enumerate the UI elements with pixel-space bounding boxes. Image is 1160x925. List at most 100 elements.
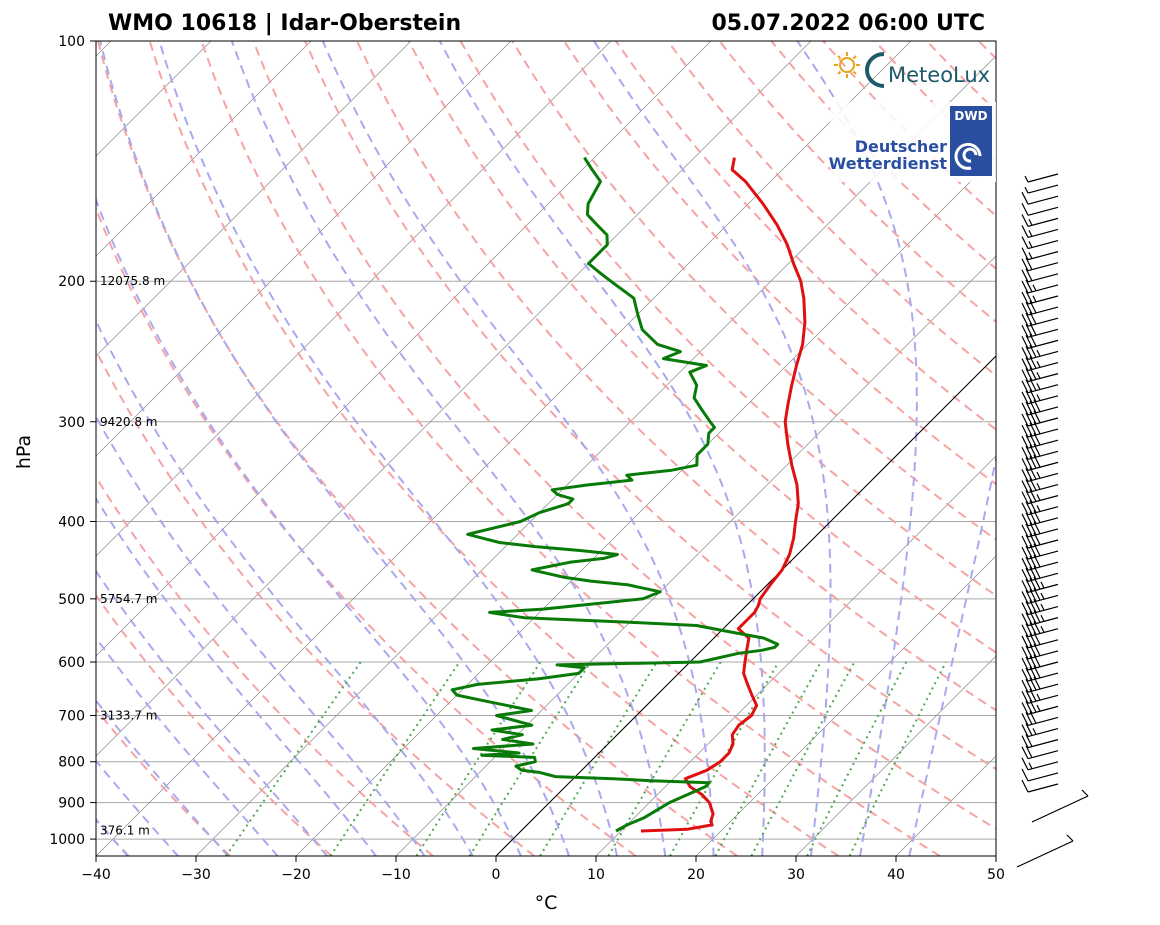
moist-adiabat-line: [796, 41, 918, 856]
x-tick-label: 0: [492, 867, 501, 883]
moist-adiabat-line: [96, 197, 523, 856]
wind-barb: [1021, 443, 1059, 460]
x-axis-label: °C: [535, 892, 558, 914]
chart-title-time: 05.07.2022 06:00 UTC: [711, 11, 985, 36]
wind-barb: [1021, 688, 1059, 704]
y-tick-label: 600: [58, 655, 85, 671]
wind-barb: [1021, 225, 1059, 239]
plot-frame: [95, 40, 997, 857]
wind-barb: [1021, 454, 1059, 471]
temperature-profile: [640, 157, 807, 833]
meteolux-wordmark: MeteoLux: [888, 63, 990, 87]
wind-barb: [1021, 236, 1059, 250]
wind-barb: [1021, 478, 1059, 494]
wind-barb: [1021, 521, 1059, 538]
isotherm-line: [395, 255, 996, 856]
height-label: 12075.8 m: [100, 274, 165, 288]
wind-barb: [1024, 173, 1059, 183]
mixing-ratio-line: [539, 661, 658, 856]
y-tick-label: 1000: [49, 832, 85, 848]
wind-barb: [1021, 367, 1059, 383]
wind-barb: [1021, 598, 1059, 616]
wind-barb: [1021, 734, 1059, 749]
wind-barb: [1021, 268, 1059, 283]
wind-barb: [1021, 500, 1059, 516]
isotherm-line: [695, 555, 996, 856]
wind-barb: [1021, 543, 1059, 560]
wind-barb: [1021, 356, 1059, 372]
isotherm-line: [96, 41, 612, 557]
y-tick-label: 300: [58, 415, 85, 431]
x-axis: −40 −30 −20 −10 0 10 20 30 40 50: [81, 856, 1005, 883]
moist-adiabats: [96, 41, 996, 856]
moist-adiabat-line: [96, 759, 180, 856]
mixing-ratio-line: [607, 661, 722, 856]
y-tick-label: 200: [58, 274, 85, 290]
x-tick-label: −20: [281, 867, 311, 883]
dry-adiabat-line: [96, 593, 333, 856]
wind-barb: [1021, 768, 1059, 782]
dry-adiabat-line: [615, 41, 996, 431]
dwd-name-line1: Deutscher: [855, 137, 947, 156]
x-tick-label: 50: [987, 867, 1005, 883]
wind-barbs: [1016, 173, 1089, 868]
dwd-badge-text: DWD: [954, 109, 987, 123]
wind-barb: [1021, 279, 1059, 294]
x-tick-label: −30: [181, 867, 211, 883]
wind-barb: [1021, 654, 1059, 671]
moist-adiabat-line: [321, 41, 715, 856]
wind-barb: [1021, 322, 1059, 338]
wind-barb: [1021, 587, 1059, 605]
wind-barb: [1021, 610, 1059, 627]
wind-barb: [1021, 779, 1059, 793]
moist-adiabat-line: [908, 453, 996, 856]
wind-barb: [1021, 378, 1059, 394]
wind-barb: [1021, 510, 1059, 527]
dry-adiabat-line: [252, 41, 996, 830]
wind-barb: [1021, 333, 1059, 349]
dry-adiabat-line: [666, 41, 996, 377]
moist-adiabat-line: [96, 496, 378, 856]
isotherm-line: [96, 41, 312, 257]
moist-adiabat-line: [99, 41, 571, 856]
dewpoint-profile: [450, 156, 780, 833]
isotherm-line: [96, 41, 412, 357]
wind-barb: [1021, 466, 1059, 483]
wind-barb: [1024, 184, 1059, 194]
wind-barb: [1021, 723, 1059, 738]
mixing-ratio-line: [714, 661, 822, 856]
mixing-ratio-line: [415, 661, 542, 856]
x-tick-label: −10: [381, 867, 411, 883]
wind-barb: [1021, 489, 1059, 505]
height-label: 3133.7 m: [100, 708, 158, 722]
wind-barb: [1021, 290, 1059, 305]
wind-barb: [1021, 421, 1059, 438]
isotherm-line: [795, 655, 996, 856]
dry-adiabat-line: [96, 348, 535, 856]
wind-barb: [1021, 532, 1059, 549]
wind-barb: [1021, 399, 1059, 416]
meteolux-swoosh-icon: [865, 52, 885, 88]
sun-icon: [834, 52, 860, 78]
wind-barb: [1021, 699, 1059, 715]
wind-barb: [1016, 834, 1074, 868]
wind-barb: [1021, 576, 1059, 593]
isotherm-line: [96, 41, 512, 457]
dwd-name-line2: Wetterdienst: [829, 154, 948, 173]
chart-title-station: WMO 10618 | Idar-Oberstein: [108, 11, 461, 36]
moist-adiabat-line: [230, 41, 667, 856]
dry-adiabat-line: [96, 707, 231, 856]
wind-barb: [1021, 214, 1059, 227]
mixing-ratio-line: [329, 661, 461, 856]
dry-adiabat-line: [148, 41, 840, 856]
y-axis-label: hPa: [13, 435, 35, 469]
y-tick-label: 700: [58, 708, 85, 724]
isotherm-line: [96, 41, 712, 657]
wind-barb: [1021, 632, 1059, 649]
wind-barb: [1021, 565, 1059, 582]
zero-isotherm-line: [495, 355, 996, 856]
mixing-ratio-line: [468, 661, 592, 856]
dry-adiabats: [96, 41, 996, 856]
meteolux-logo: MeteoLux: [834, 52, 990, 88]
